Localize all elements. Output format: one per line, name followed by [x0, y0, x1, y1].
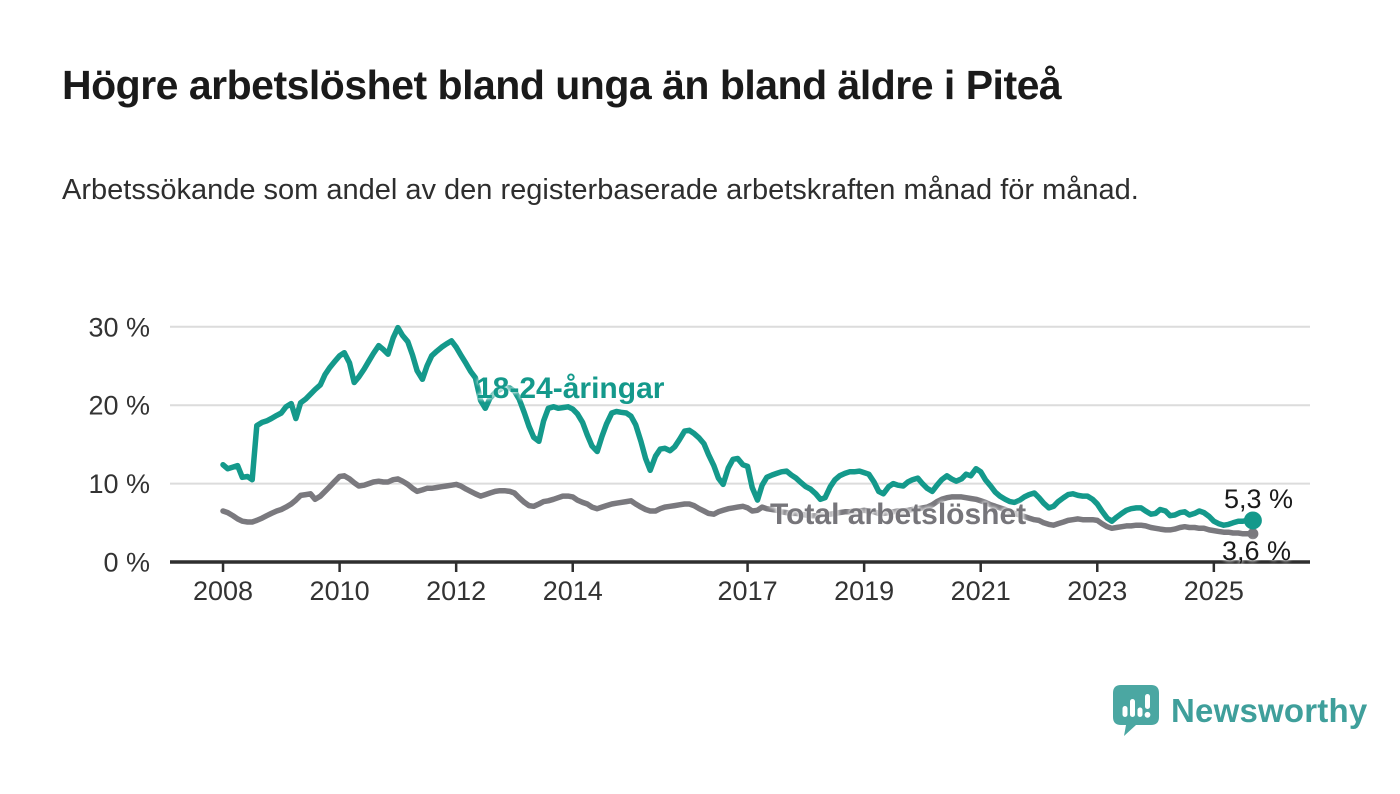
y-tick-label: 0 % [103, 548, 150, 578]
end-dot-total [1247, 528, 1259, 540]
newsworthy-logo-icon [1112, 684, 1160, 737]
x-tick-label: 2014 [543, 576, 603, 606]
y-tick-label: 30 % [88, 312, 150, 342]
newsworthy-logo-text: Newsworthy [1171, 691, 1368, 729]
end-dot-18-24 [1243, 511, 1262, 530]
series-label-total: Total arbetslöshet [770, 498, 1027, 531]
y-tick-label: 20 % [88, 391, 150, 421]
series-label-18-24: 18-24-åringar [476, 372, 665, 405]
x-tick-label: 2023 [1067, 576, 1127, 606]
page-title: Högre arbetslöshet bland unga än bland ä… [62, 62, 1062, 108]
y-tick-label: 10 % [88, 469, 150, 499]
x-tick-label: 2010 [310, 576, 370, 606]
x-tick-label: 2008 [193, 576, 253, 606]
x-tick-label: 2017 [718, 576, 778, 606]
x-tick-label: 2019 [834, 576, 894, 606]
series-line-18-24 [220, 324, 1256, 528]
newsworthy-logo: Newsworthy [1112, 684, 1367, 737]
series-line-total [220, 473, 1256, 537]
end-value-label-total: 3,6 % [1222, 536, 1292, 566]
x-tick-label: 2012 [426, 576, 486, 606]
chart-subtitle: Arbetssökande som andel av den registerb… [62, 174, 1139, 206]
end-value-label-18-24: 5,3 % [1224, 484, 1294, 514]
x-tick-label: 2021 [951, 576, 1011, 606]
x-tick-label: 2025 [1184, 576, 1244, 606]
